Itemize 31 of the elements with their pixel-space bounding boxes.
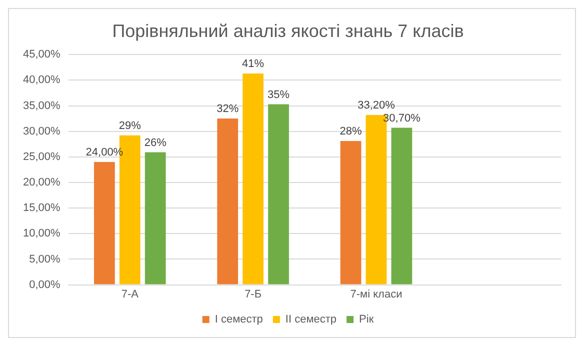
y-tick-label: 40,00% — [22, 74, 61, 86]
x-tick-label: 7-Б — [244, 288, 262, 300]
bar — [268, 104, 289, 284]
data-label: 29% — [118, 120, 142, 132]
legend-label: I семестр — [214, 314, 263, 326]
bar — [340, 141, 362, 284]
data-label: 41% — [242, 58, 264, 70]
y-tick-label: 15,00% — [22, 202, 61, 214]
y-tick-label: 5,00% — [29, 253, 61, 266]
bar — [391, 128, 412, 284]
legend-label: Рік — [359, 314, 374, 326]
data-label: 28% — [340, 126, 362, 138]
x-tick-label: 7-А — [121, 288, 140, 300]
data-label: 33,20% — [358, 99, 396, 112]
bar — [242, 74, 264, 284]
data-label: 26% — [144, 136, 167, 149]
y-tick-label: 35,00% — [22, 100, 61, 112]
y-tick-label: 25,00% — [22, 150, 61, 163]
bar — [144, 152, 166, 284]
legend-label: II семестр — [285, 314, 337, 326]
data-label: 35% — [268, 88, 290, 101]
y-tick-label: 10,00% — [22, 228, 61, 240]
y-tick-label: 20,00% — [22, 176, 61, 189]
data-label: 32% — [216, 103, 239, 116]
y-tick-label: 0,00% — [29, 278, 61, 291]
y-tick-label: 45,00% — [22, 48, 61, 61]
y-tick-label: 30,00% — [22, 125, 61, 138]
bar — [217, 118, 238, 284]
chart-title: Порівняльний аналіз якості знань 7 класів — [112, 20, 464, 41]
x-tick-label: 7-мі класи — [350, 288, 402, 300]
bar — [94, 162, 115, 284]
